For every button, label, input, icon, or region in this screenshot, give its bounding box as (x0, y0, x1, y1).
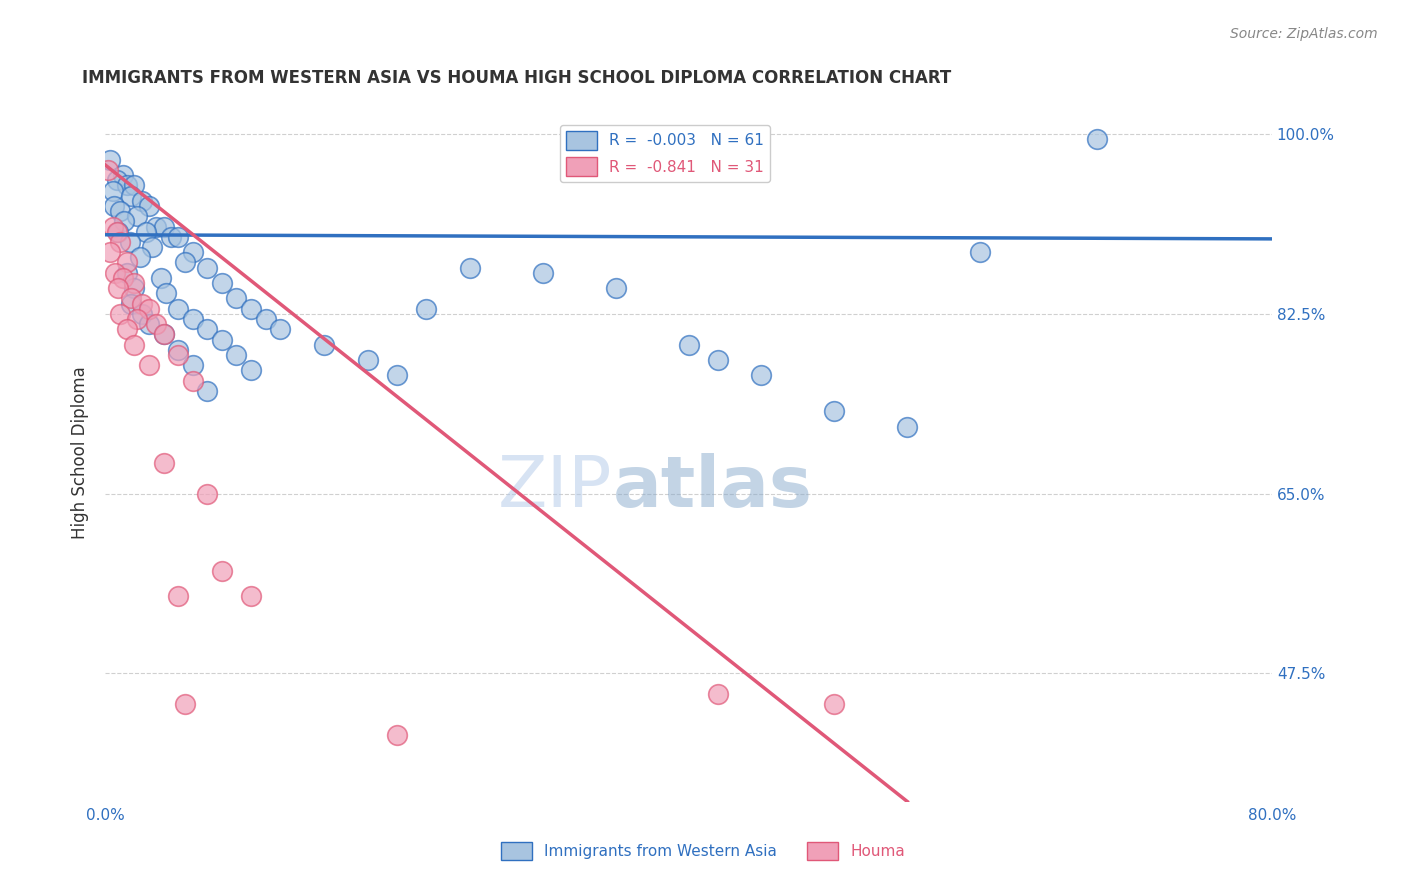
Point (105, 173, 128, 187)
Point (138, 301, 160, 316)
Point (181, 374, 204, 388)
Point (312, 337, 335, 351)
Point (458, 260, 481, 275)
Point (1085, 132, 1108, 146)
Point (127, 209, 149, 223)
Point (385, 368, 408, 383)
Point (240, 589, 263, 603)
Point (149, 271, 172, 285)
Point (823, 404, 845, 418)
Point (195, 260, 218, 275)
Point (101, 219, 124, 234)
Point (115, 322, 138, 336)
Point (98, 153, 121, 167)
Point (124, 276, 146, 290)
Point (240, 363, 263, 377)
Point (225, 348, 247, 362)
Point (152, 327, 174, 342)
Point (138, 317, 160, 331)
Point (211, 564, 233, 578)
Point (152, 456, 174, 470)
Point (678, 337, 700, 351)
Point (706, 687, 728, 701)
Point (181, 358, 204, 372)
Point (111, 271, 134, 285)
Point (357, 353, 380, 368)
Point (108, 204, 131, 219)
Point (167, 301, 190, 316)
Point (127, 312, 149, 326)
Y-axis label: High School Diploma: High School Diploma (72, 366, 89, 539)
Point (174, 255, 197, 269)
Point (415, 301, 437, 316)
Point (269, 322, 291, 336)
Point (103, 199, 125, 213)
Point (138, 358, 160, 372)
Point (124, 178, 146, 193)
Point (131, 307, 153, 321)
Point (107, 281, 129, 295)
Point (605, 281, 627, 295)
Point (138, 199, 160, 213)
Point (145, 317, 167, 331)
Point (240, 301, 263, 316)
Point (969, 245, 991, 260)
Point (115, 266, 138, 280)
Point (97, 163, 120, 178)
Point (152, 219, 174, 234)
Point (211, 333, 233, 347)
Point (751, 368, 773, 383)
Point (135, 225, 157, 239)
Point (107, 225, 129, 239)
Point (115, 178, 138, 193)
Point (112, 214, 135, 228)
Point (896, 419, 918, 434)
Point (131, 296, 153, 310)
Text: ZIP: ZIP (498, 453, 613, 522)
Point (98, 245, 121, 260)
Point (108, 307, 131, 321)
Point (118, 235, 141, 249)
Point (225, 292, 247, 306)
Point (195, 322, 218, 336)
Point (823, 697, 845, 711)
Point (195, 384, 218, 398)
Point (105, 225, 128, 239)
Point (155, 286, 177, 301)
Legend: Immigrants from Western Asia, Houma: Immigrants from Western Asia, Houma (495, 836, 911, 866)
Point (131, 194, 153, 208)
Point (108, 235, 131, 249)
Point (145, 219, 167, 234)
Point (167, 348, 190, 362)
Point (385, 728, 408, 742)
Point (254, 312, 277, 326)
Text: IMMIGRANTS FROM WESTERN ASIA VS HOUMA HIGH SCHOOL DIPLOMA CORRELATION CHART: IMMIGRANTS FROM WESTERN ASIA VS HOUMA HI… (82, 69, 950, 87)
Point (174, 697, 197, 711)
Text: atlas: atlas (613, 453, 813, 522)
Point (141, 240, 163, 254)
Point (152, 327, 174, 342)
Point (121, 292, 143, 306)
Point (124, 337, 146, 351)
Point (160, 230, 183, 244)
Point (104, 266, 127, 280)
Point (121, 296, 143, 310)
Point (211, 276, 233, 290)
Legend: R =  -0.003   N = 61, R =  -0.841   N = 31: R = -0.003 N = 61, R = -0.841 N = 31 (560, 125, 770, 182)
Point (121, 188, 143, 202)
Text: Source: ZipAtlas.com: Source: ZipAtlas.com (1230, 27, 1378, 41)
Point (111, 168, 134, 182)
Point (124, 281, 146, 295)
Point (181, 312, 204, 326)
Point (129, 251, 152, 265)
Point (531, 266, 554, 280)
Point (167, 343, 190, 357)
Point (101, 184, 124, 198)
Point (195, 486, 218, 500)
Point (181, 245, 204, 260)
Point (167, 230, 190, 244)
Point (115, 255, 138, 269)
Point (706, 353, 728, 368)
Point (167, 589, 190, 603)
